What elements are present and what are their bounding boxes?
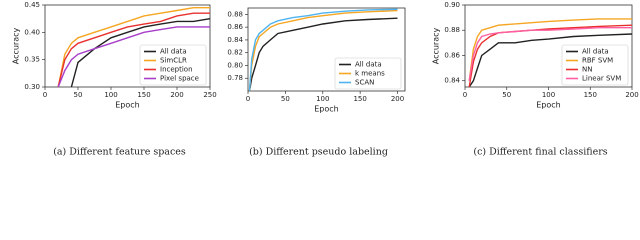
y-tick-label: 0.30 [24, 83, 40, 91]
x-tick-label: 0 [43, 91, 47, 99]
legend-label: All data [582, 48, 609, 56]
series-line [468, 27, 632, 81]
x-tick-label: 100 [104, 91, 117, 99]
x-tick-label: 50 [74, 91, 83, 99]
legend-label: Linear SVM [582, 75, 621, 83]
x-tick-label: 50 [281, 95, 290, 103]
x-tick-label: 200 [170, 91, 183, 99]
series-line [57, 12, 210, 88]
y-tick-label: 0.88 [227, 10, 243, 18]
x-axis-label: Epoch [536, 101, 561, 110]
plot-area [44, 4, 211, 88]
y-tick-label: 0.84 [227, 36, 243, 44]
y-tick-label: 0.90 [444, 1, 460, 9]
y-tick-label: 0.86 [444, 51, 460, 59]
legend-box [139, 44, 207, 86]
x-axis-label: Epoch [115, 101, 140, 110]
y-tick-label: 0.84 [444, 77, 460, 85]
x-tick-label: 150 [353, 95, 366, 103]
x-tick-label: 100 [316, 95, 329, 103]
y-tick-label: 0.80 [227, 61, 243, 69]
legend-box [561, 44, 629, 86]
series-line [70, 18, 211, 88]
x-tick-label: 100 [542, 91, 555, 99]
y-tick-label: 0.78 [227, 74, 243, 82]
legend-label: Inception [160, 66, 193, 74]
legend-box [334, 57, 402, 90]
series-line [248, 17, 398, 92]
plot-area [247, 7, 406, 92]
series-line [468, 33, 633, 88]
legend-label: Pixel space [160, 75, 199, 83]
legend-label: All data [160, 48, 187, 56]
y-tick-label: 0.40 [24, 28, 40, 36]
x-tick-label: 0 [463, 91, 467, 99]
caption: (c) Different final classifiers [473, 147, 607, 158]
y-tick-label: 0.82 [227, 49, 243, 57]
series-line [248, 8, 398, 92]
y-tick-label: 0.35 [24, 56, 40, 64]
legend-label: All data [355, 61, 382, 69]
x-tick-label: 200 [625, 91, 638, 99]
x-tick-label: 150 [137, 91, 150, 99]
legend-label: SCAN [355, 79, 374, 87]
y-axis-label: Accuracy [432, 27, 441, 64]
x-tick-label: 250 [203, 91, 216, 99]
x-axis-label: Epoch [314, 105, 339, 114]
series-line [57, 26, 210, 88]
y-tick-label: 0.45 [24, 1, 40, 9]
x-tick-label: 200 [391, 95, 404, 103]
caption: (b) Different pseudo labeling [249, 147, 388, 158]
legend-label: k means [355, 70, 385, 78]
y-tick-label: 0.86 [227, 23, 243, 31]
x-tick-label: 150 [584, 91, 597, 99]
series-line [57, 7, 210, 88]
series-line [468, 18, 632, 81]
series-line [248, 9, 398, 92]
x-tick-label: 50 [502, 91, 511, 99]
legend-label: RBF SVM [582, 57, 613, 65]
x-tick-label: 0 [246, 95, 250, 103]
legend-label: SimCLR [160, 57, 187, 65]
y-tick-label: 0.88 [444, 26, 460, 34]
y-axis-label: Accuracy [12, 27, 21, 64]
legend-label: NN [582, 66, 592, 74]
figure: 0.30 0.35 0.40 0.45 0 50 100 150 200 250 Epoch Accu… [12, 1, 639, 158]
caption: (a) Different feature spaces [53, 147, 186, 158]
